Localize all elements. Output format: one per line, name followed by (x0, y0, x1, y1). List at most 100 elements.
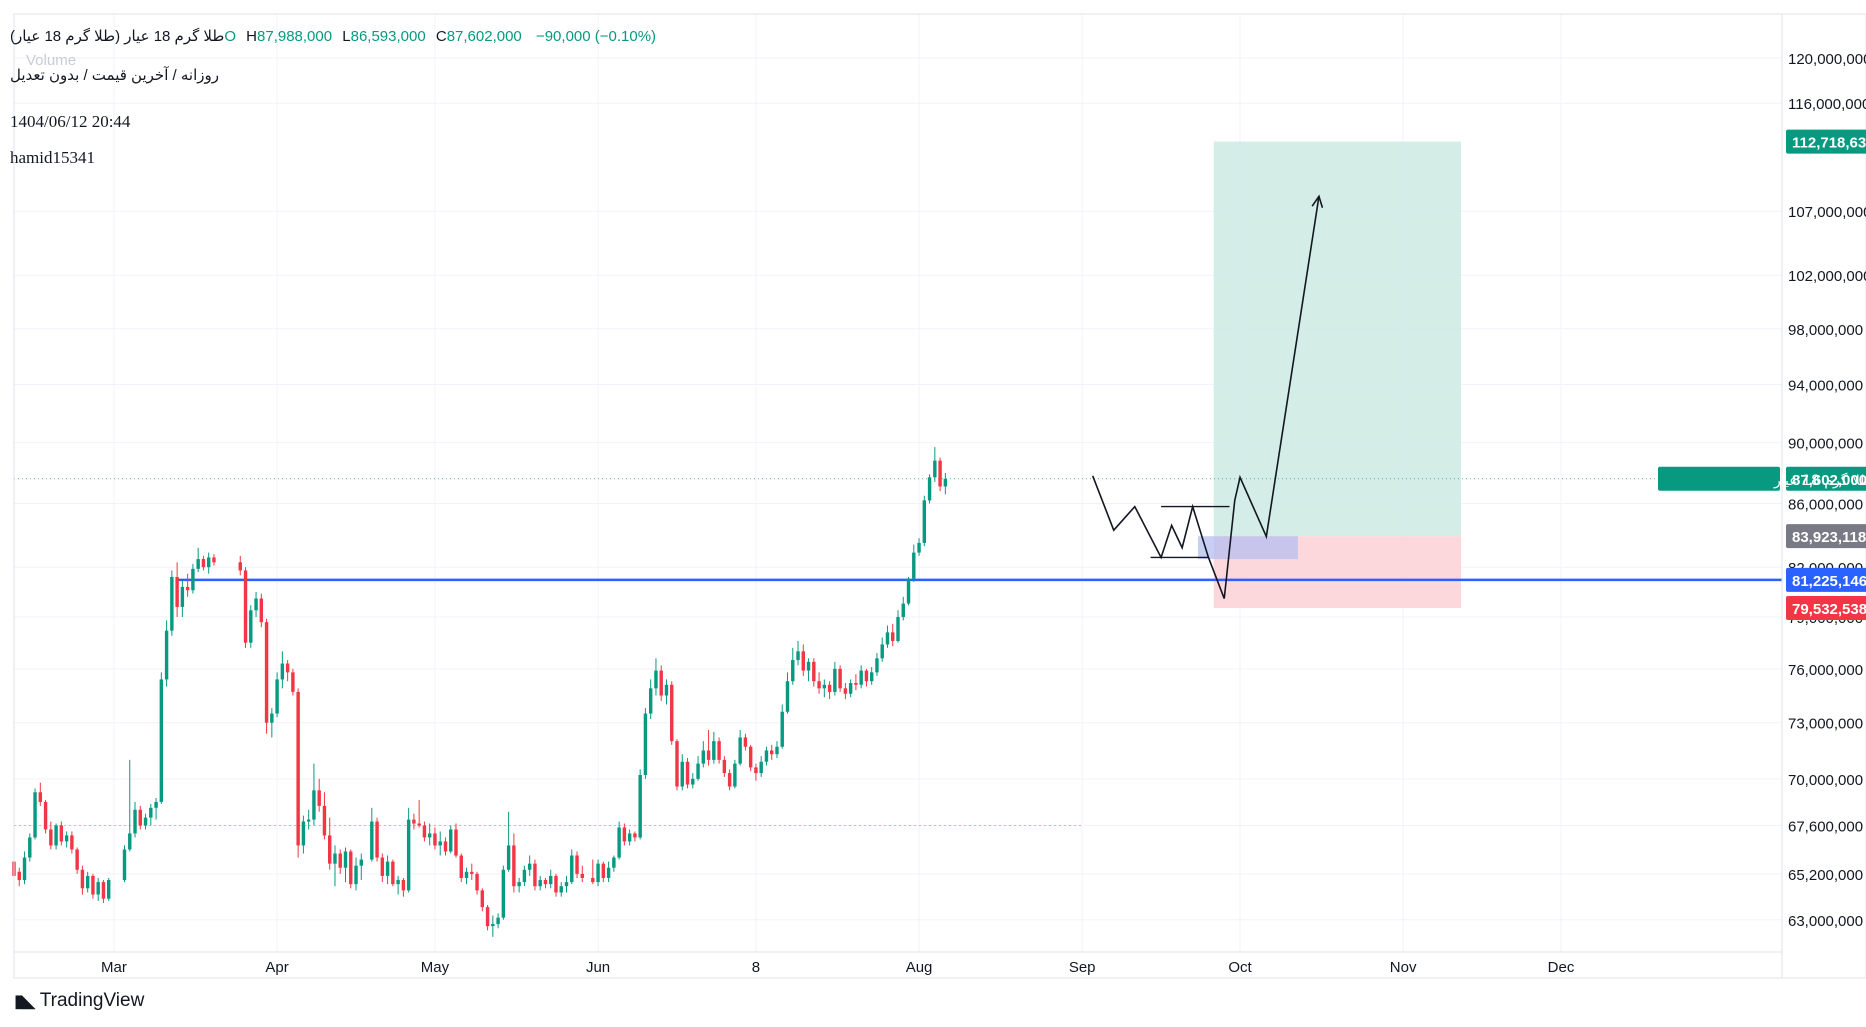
y-tick-label: 86,000,000 (1788, 496, 1863, 513)
candle-body (806, 661, 811, 671)
entry-price-label-text: 83,923,118 (1792, 529, 1866, 546)
position-zones (1197, 141, 1462, 609)
candle (454, 823, 458, 858)
candle-body (670, 684, 674, 742)
candle-body (606, 867, 611, 878)
candle-body (96, 882, 100, 895)
candle-body (854, 682, 858, 685)
candle (827, 681, 832, 700)
candle (838, 665, 842, 692)
candle-body (180, 586, 185, 607)
candle-body (833, 668, 837, 692)
high-label: H (246, 28, 258, 45)
candle (406, 807, 411, 893)
open-prefix: O (224, 28, 236, 45)
candle (64, 831, 69, 848)
candle-body (864, 670, 869, 682)
candle-body (280, 663, 285, 680)
candle-body (422, 825, 427, 838)
candle (264, 618, 269, 734)
candle-body (775, 746, 779, 755)
candle-body (70, 835, 74, 850)
target-price-label-text: 112,718,638 (1792, 135, 1866, 152)
close-value: 87,602,000 (446, 28, 522, 45)
candle (727, 769, 732, 791)
candle-body (22, 857, 27, 881)
candle (338, 849, 342, 874)
y-tick-label: 120,000,000 (1788, 51, 1866, 68)
candle-body (912, 552, 916, 579)
candle-body (791, 660, 795, 682)
grid (14, 14, 1782, 952)
candle (128, 759, 132, 852)
candle-body (412, 819, 416, 824)
candle-body (664, 684, 669, 696)
candle (891, 623, 895, 647)
candle-body (64, 835, 69, 842)
candle-body (349, 851, 353, 885)
chart-subtitle: روزانه / آخرین قیمت / بدون تعدیل (10, 67, 219, 84)
candle (843, 682, 848, 700)
candle-body (427, 833, 432, 838)
candle-body (107, 880, 111, 899)
candle (912, 544, 916, 582)
candle (896, 610, 900, 643)
candle-body (80, 869, 85, 889)
candle-body (933, 460, 937, 478)
candle (412, 813, 416, 830)
drawings (1091, 194, 1324, 599)
candle (527, 855, 532, 876)
candle (438, 831, 442, 856)
candle (606, 861, 611, 883)
candle (85, 871, 90, 893)
candle (533, 859, 537, 891)
candle (880, 637, 884, 662)
candle-body (343, 851, 348, 868)
candle (375, 817, 379, 862)
candle (596, 859, 600, 887)
candle-body (691, 778, 695, 785)
candle (922, 495, 927, 547)
candle-body (564, 882, 569, 887)
candle-body (375, 821, 379, 858)
y-tick-label: 98,000,000 (1788, 322, 1863, 339)
candle (143, 813, 148, 830)
candle (359, 853, 363, 881)
candle-body (101, 882, 106, 899)
candle-body (680, 761, 684, 787)
candle-body (206, 557, 211, 568)
candle-body (449, 829, 453, 852)
candle (464, 867, 469, 885)
candle-body (175, 577, 179, 607)
candle-body (696, 763, 700, 779)
candle (748, 744, 753, 772)
candle (17, 867, 21, 887)
candle-body (917, 542, 921, 553)
candle-body (138, 809, 142, 826)
last-price-symbol-tag: طلا گرم 18 عیار (1658, 466, 1866, 491)
candle-body (570, 855, 574, 883)
candle (475, 871, 479, 895)
candle (122, 845, 127, 883)
candle-body (238, 562, 242, 571)
candle-body (391, 861, 395, 885)
entry-zone (1197, 536, 1298, 560)
candle-body (901, 603, 905, 618)
volume-legend: Volume (26, 52, 77, 69)
candle (738, 730, 742, 766)
candle-body (28, 837, 32, 858)
candle-body (485, 907, 490, 927)
candle-body (733, 763, 737, 787)
high-value: 87,988,000 (257, 28, 333, 45)
candle-body (622, 827, 627, 842)
tradingview-brand[interactable]: ▮◣ TradingView (14, 990, 144, 1012)
candle (443, 837, 448, 856)
candle-body (659, 670, 663, 696)
candle (664, 679, 669, 705)
y-tick-label: 63,000,000 (1788, 913, 1863, 930)
x-tick-label: Aug (906, 959, 933, 976)
symbol-legend[interactable]: طلا گرم 18 عیار (طلا گرم 18 عیار)O H87,9… (10, 27, 656, 45)
close-label: C (435, 28, 447, 45)
candle-body (212, 557, 216, 563)
